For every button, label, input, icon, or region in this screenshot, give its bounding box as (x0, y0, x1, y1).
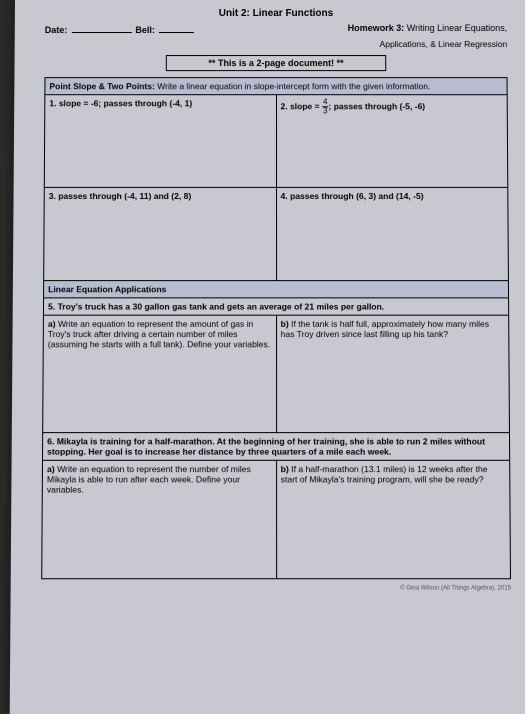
two-page-banner: ** This is a 2-page document! ** (166, 55, 386, 71)
q6b-text: If a half-marathon (13.1 miles) is 12 we… (281, 464, 488, 485)
question-5-intro: 5. Troy's truck has a 30 gallon gas tank… (43, 298, 508, 315)
q5b-text: If the tank is half full, approximately … (281, 319, 489, 339)
bell-blank (159, 23, 194, 33)
header-row: Date: Bell: Homework 3: Writing Linear E… (45, 23, 507, 35)
q5a-label: a) (48, 319, 56, 329)
q5-text: 5. Troy's truck has a 30 gallon gas tank… (48, 301, 384, 311)
q4-text: 4. passes through (6, 3) and (14, -5) (281, 191, 424, 201)
worksheet-table: Point Slope & Two Points: Write a linear… (41, 77, 511, 579)
homework-title-line2: Applications, & Linear Regression (45, 39, 508, 49)
q6a-text: Write an equation to represent the numbe… (47, 464, 251, 495)
copyright-footer: © Gina Wilson (All Things Algebra), 2015 (41, 585, 511, 591)
question-4: 4. passes through (6, 3) and (14, -5) (276, 187, 508, 280)
q1-text: 1. slope = -6; passes through (-4, 1) (49, 98, 192, 108)
question-1: 1. slope = -6; passes through (-4, 1) (44, 95, 276, 188)
unit-title: Unit 2: Linear Functions (45, 8, 507, 19)
worksheet-page: Unit 2: Linear Functions Date: Bell: Hom… (10, 0, 525, 714)
question-2: 2. slope = 43; passes through (-5, -6) (276, 95, 508, 188)
q5a-text: Write an equation to represent the amoun… (48, 319, 270, 350)
date-label: Date: (45, 25, 68, 35)
section1-subtitle: Write a linear equation in slope-interce… (157, 81, 430, 91)
question-3: 3. passes through (-4, 11) and (2, 8) (44, 187, 276, 280)
q6b-label: b) (281, 464, 289, 474)
section1-header: Point Slope & Two Points: Write a linear… (45, 78, 507, 95)
q6-text: 6. Mikayla is training for a half-marath… (47, 436, 485, 457)
q3-text: 3. passes through (-4, 11) and (2, 8) (49, 191, 192, 201)
q6a-label: a) (47, 464, 55, 474)
bell-label: Bell: (135, 25, 155, 35)
q5b-label: b) (281, 319, 289, 329)
section2-title: Linear Equation Applications (48, 284, 166, 294)
question-6a: a) Write an equation to represent the nu… (42, 460, 276, 578)
question-5b: b) If the tank is half full, approximate… (276, 315, 509, 432)
q2-text-b: ; passes through (-5, -6) (328, 101, 425, 111)
homework-title-line1: Writing Linear Equations, (407, 23, 508, 33)
q2-text-a: 2. slope = (281, 101, 322, 111)
section1-title: Point Slope & Two Points: (49, 81, 154, 91)
date-blank (71, 23, 131, 33)
section2-header: Linear Equation Applications (44, 281, 509, 298)
question-6-intro: 6. Mikayla is training for a half-marath… (42, 433, 509, 461)
homework-label: Homework 3: (348, 23, 405, 33)
question-5a: a) Write an equation to represent the am… (43, 315, 276, 432)
question-6b: b) If a half-marathon (13.1 miles) is 12… (276, 460, 510, 578)
